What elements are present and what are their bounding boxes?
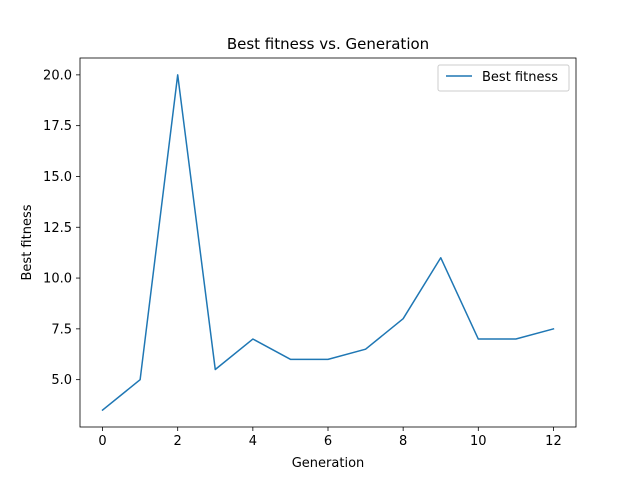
y-tick-label: 10.0 xyxy=(43,272,72,287)
y-axis-label: Best fitness xyxy=(20,204,35,280)
x-tick-label: 0 xyxy=(98,434,106,449)
y-tick-label: 7.5 xyxy=(51,322,72,337)
y-tick-label: 5.0 xyxy=(51,373,72,388)
x-tick-label: 2 xyxy=(174,434,182,449)
x-tick-label: 6 xyxy=(324,434,332,449)
legend-label: Best fitness xyxy=(482,70,558,85)
x-axis-label: Generation xyxy=(292,456,365,471)
series-layer xyxy=(101,74,555,412)
x-tick-label: 4 xyxy=(249,434,257,449)
y-axis: 5.0 7.5 10.0 12.5 15.0 17.5 20.0 xyxy=(43,68,80,388)
series-line xyxy=(101,74,555,412)
chart-title: Best fitness vs. Generation xyxy=(227,35,429,53)
legend-box xyxy=(437,64,570,92)
plot-area: 0 2 4 6 8 10 12 5.0 7.5 10.0 12.5 15.0 17.5 20.0 xyxy=(43,57,577,449)
y-tick-label: 15.0 xyxy=(43,170,72,185)
y-tick-label: 20.0 xyxy=(43,68,72,83)
x-tick-label: 12 xyxy=(545,434,562,449)
x-tick-label: 10 xyxy=(470,434,487,449)
y-tick-label: 17.5 xyxy=(43,119,72,134)
legend: Best fitness xyxy=(437,64,570,92)
axes-frame xyxy=(79,57,577,428)
x-axis: 0 2 4 6 8 10 12 xyxy=(98,427,562,449)
x-tick-label: 8 xyxy=(399,434,407,449)
y-tick-label: 12.5 xyxy=(43,221,72,236)
